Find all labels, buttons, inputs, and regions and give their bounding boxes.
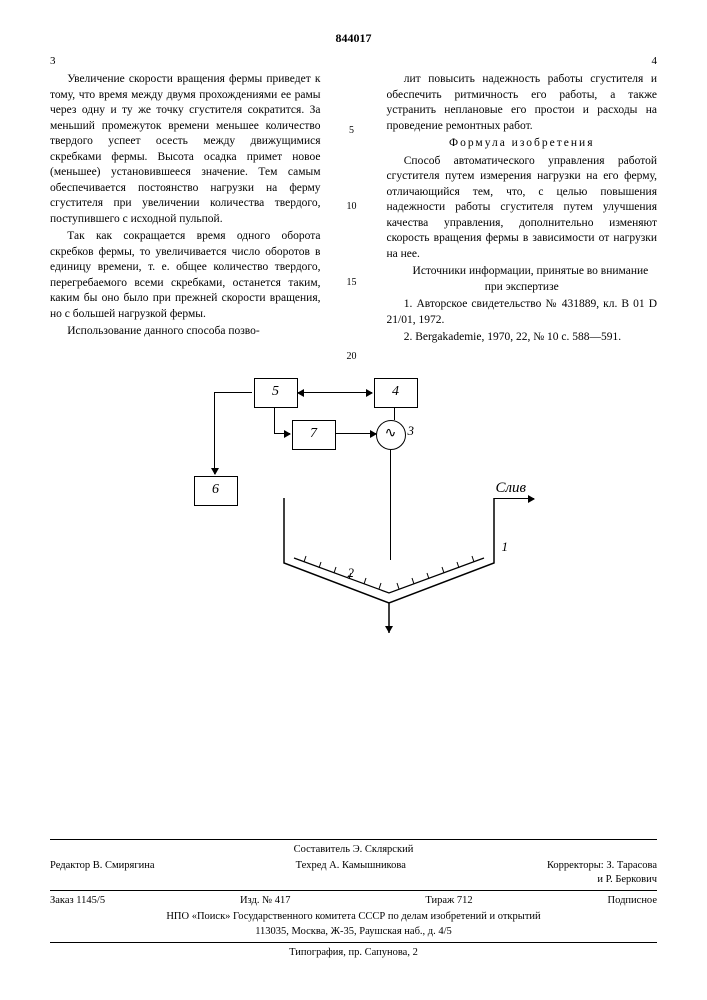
page-right: 4 — [652, 54, 658, 69]
left-p1: Увеличение скорости вращения фермы приве… — [50, 72, 321, 227]
line-5-down — [274, 408, 276, 434]
line-5-4b — [298, 392, 372, 394]
right-p2: Способ автоматического управления работо… — [387, 154, 658, 263]
motor-circle: ∿ — [376, 420, 406, 450]
line-7-motor — [336, 433, 376, 435]
box-5: 5 — [254, 378, 298, 408]
page-left: 3 — [50, 54, 56, 69]
edition: Изд. № 417 — [240, 894, 291, 908]
formula-heading: Формула изобретения — [387, 136, 658, 152]
text-columns: Увеличение скорости вращения фермы приве… — [50, 72, 657, 348]
line-marker-15: 15 — [345, 276, 359, 290]
sources-heading: Источники информации, принятые во вниман… — [387, 264, 658, 295]
vessel-label: 1 — [502, 538, 509, 556]
subscription: Подписное — [608, 894, 657, 908]
left-p2: Так как сокращается время одного оборота… — [50, 229, 321, 322]
footer: Составитель Э. Склярский Редактор В. Сми… — [50, 836, 657, 960]
tech: Техред А. Камышникова — [296, 859, 406, 887]
compiler: Составитель Э. Склярский — [50, 843, 657, 857]
editor: Редактор В. Смирягина — [50, 859, 155, 887]
line-marker-20: 20 — [345, 350, 359, 364]
right-column: лит повысить надежность работы сгустител… — [387, 72, 658, 348]
line-5-6a — [214, 392, 252, 394]
left-p3: Использование данного способа позво- — [50, 324, 321, 340]
line-marker-5: 5 — [345, 124, 359, 138]
vessel-svg — [274, 488, 509, 638]
motor-label: 3 — [408, 422, 415, 440]
circulation: Тираж 712 — [425, 894, 472, 908]
left-column: Увеличение скорости вращения фермы приве… — [50, 72, 321, 348]
publisher: НПО «Поиск» Государственного комитета СС… — [50, 910, 657, 938]
source-1: 1. Авторское свидетельство № 431889, кл.… — [387, 297, 658, 328]
right-p1: лит повысить надежность работы сгустител… — [387, 72, 658, 134]
line-5-7 — [274, 433, 290, 435]
typography: Типография, пр. Сапунова, 2 — [50, 946, 657, 960]
corrector: Корректоры: З. Тарасова и Р. Беркович — [547, 859, 657, 887]
box-6: 6 — [194, 476, 238, 506]
box-4: 4 — [374, 378, 418, 408]
wave-icon: ∿ — [385, 425, 397, 444]
order: Заказ 1145/5 — [50, 894, 105, 908]
source-2: 2. Bergakademie, 1970, 22, № 10 с. 588—5… — [387, 330, 658, 346]
box-7: 7 — [292, 420, 336, 450]
line-5-6b — [214, 392, 216, 474]
line-marker-10: 10 — [345, 200, 359, 214]
scraper-label: 2 — [348, 564, 355, 582]
outlet-label: Слив — [496, 478, 527, 498]
line-4-motor — [394, 408, 396, 420]
schematic-diagram: 5 4 7 ∿ 3 6 — [174, 378, 534, 658]
doc-number: 844017 — [50, 30, 657, 46]
